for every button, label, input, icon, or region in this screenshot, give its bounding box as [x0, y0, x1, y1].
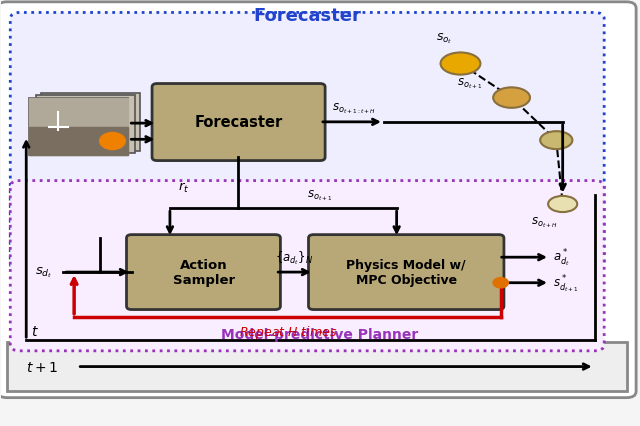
Text: $s_{d_t}$: $s_{d_t}$: [35, 265, 53, 280]
Text: Forecaster: Forecaster: [194, 115, 282, 130]
FancyBboxPatch shape: [0, 3, 636, 398]
Text: $s_{o_{t+H}}$: $s_{o_{t+H}}$: [531, 215, 558, 230]
Bar: [29, 128, 129, 155]
Text: Action
Sampler: Action Sampler: [173, 259, 235, 286]
Text: $a^*_{d_t}$: $a^*_{d_t}$: [553, 247, 570, 268]
Ellipse shape: [440, 53, 481, 75]
Text: Model-predictive Planner: Model-predictive Planner: [221, 327, 419, 341]
Text: Repeat $H$ times: Repeat $H$ times: [239, 323, 337, 340]
Text: $r_t$: $r_t$: [178, 181, 189, 195]
FancyBboxPatch shape: [308, 235, 504, 310]
Bar: [29, 98, 129, 155]
FancyBboxPatch shape: [29, 98, 129, 155]
FancyBboxPatch shape: [152, 84, 325, 161]
Text: Physics Model w/
MPC Objective: Physics Model w/ MPC Objective: [346, 259, 466, 286]
Text: $s_{o_t}$: $s_{o_t}$: [436, 32, 452, 46]
Text: $\{a_{d_t}\}_N$: $\{a_{d_t}\}_N$: [275, 248, 314, 266]
FancyBboxPatch shape: [127, 235, 280, 310]
Text: $t$: $t$: [31, 324, 39, 338]
Text: $s_{o_{t+1}}$: $s_{o_{t+1}}$: [457, 76, 483, 91]
Circle shape: [493, 278, 508, 288]
FancyBboxPatch shape: [41, 94, 140, 151]
Text: $s_{o_{t+1}}$: $s_{o_{t+1}}$: [307, 188, 333, 202]
Bar: [7, 343, 627, 391]
Text: $t+1$: $t+1$: [26, 360, 58, 374]
FancyBboxPatch shape: [36, 96, 135, 153]
Text: Forecaster: Forecaster: [253, 6, 361, 25]
Ellipse shape: [540, 132, 572, 150]
FancyBboxPatch shape: [10, 181, 604, 351]
Text: $s_{o_{t+1:t+H}}$: $s_{o_{t+1:t+H}}$: [332, 102, 376, 116]
Ellipse shape: [493, 88, 530, 109]
Circle shape: [100, 133, 125, 150]
Bar: [7, 343, 627, 391]
FancyBboxPatch shape: [10, 14, 604, 271]
Ellipse shape: [548, 196, 577, 213]
Text: $s^*_{d_{t+1}}$: $s^*_{d_{t+1}}$: [553, 272, 579, 294]
